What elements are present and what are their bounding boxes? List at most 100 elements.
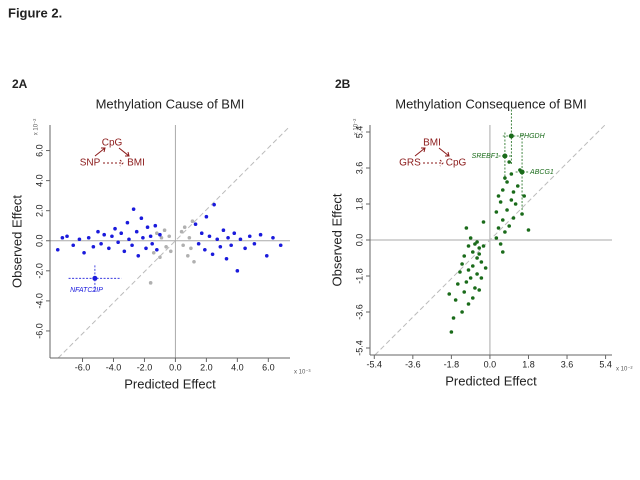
point <box>130 243 134 248</box>
point <box>196 241 201 246</box>
point <box>153 223 158 228</box>
point <box>199 231 204 236</box>
point <box>479 260 484 264</box>
point <box>145 225 150 230</box>
point <box>252 241 257 246</box>
point <box>247 234 252 239</box>
x-tick-label: -6.0 <box>75 362 91 372</box>
point <box>464 226 469 230</box>
point <box>215 237 220 242</box>
point <box>113 226 117 231</box>
point <box>179 229 184 234</box>
point <box>500 218 505 222</box>
point <box>86 235 91 240</box>
point <box>496 226 501 230</box>
chart-title: Methylation Consequence of BMI <box>395 96 587 111</box>
point <box>479 276 484 280</box>
diagonal <box>374 124 606 356</box>
diagram-arrow <box>438 147 450 157</box>
y-tick-label: -1.8 <box>354 268 364 284</box>
panel-label: 2B <box>335 77 351 91</box>
point <box>509 172 514 176</box>
point <box>507 160 512 164</box>
x-multiplier: x 10⁻² <box>616 367 633 373</box>
point <box>116 240 120 245</box>
point <box>158 232 162 237</box>
y-tick-label: -3.6 <box>354 304 364 320</box>
y-tick-label: -4.0 <box>34 293 44 309</box>
point <box>453 298 458 302</box>
point <box>190 219 195 224</box>
point <box>224 256 229 261</box>
point <box>162 228 167 233</box>
point <box>460 262 464 266</box>
point <box>82 250 86 255</box>
highlight-point <box>519 169 525 175</box>
point <box>134 229 139 234</box>
point <box>186 253 190 258</box>
point <box>456 282 460 286</box>
point <box>494 236 499 240</box>
point <box>462 290 467 294</box>
diagram-arrow <box>414 147 426 157</box>
point <box>159 235 164 240</box>
x-tick-label: 1.8 <box>522 359 535 369</box>
diagram-node: CpG <box>446 158 467 169</box>
point <box>473 286 477 290</box>
point <box>470 250 475 254</box>
y-tick-label: 1.8 <box>354 198 364 211</box>
point <box>515 184 520 188</box>
y-tick-label: 3.6 <box>354 162 364 175</box>
point <box>148 281 153 285</box>
x-tick-label: -5.4 <box>367 359 383 369</box>
point <box>243 246 247 251</box>
diagram-arrow <box>423 159 444 167</box>
point <box>204 214 209 219</box>
diagram-arrow <box>94 147 106 157</box>
diagram-node: GRS <box>399 158 421 169</box>
point <box>477 246 482 250</box>
diagram-arrow <box>118 147 130 157</box>
point <box>447 292 452 296</box>
point <box>127 237 131 242</box>
y-axis-label: Observed Effect <box>329 193 344 286</box>
point <box>148 234 153 239</box>
point <box>278 243 283 248</box>
point <box>158 255 162 260</box>
point <box>218 244 223 249</box>
x-tick-label: 0.0 <box>484 359 497 369</box>
point <box>238 237 243 242</box>
x-tick-label: -1.8 <box>444 359 460 369</box>
point <box>96 229 100 234</box>
point <box>187 235 192 240</box>
point <box>526 228 531 232</box>
x-tick-label: -3.6 <box>405 359 421 369</box>
point <box>470 264 475 268</box>
point <box>193 222 198 227</box>
point <box>144 246 148 251</box>
highlight-point <box>92 275 98 281</box>
point <box>55 247 60 252</box>
y-multiplier: x 10⁻² <box>34 119 40 136</box>
diagram-arrow <box>103 159 124 167</box>
x-multiplier: x 10⁻³ <box>294 370 311 376</box>
point <box>65 234 69 239</box>
point <box>464 280 469 284</box>
point <box>498 242 503 246</box>
point <box>520 212 524 216</box>
y-tick-label: 5.4 <box>354 126 364 139</box>
point <box>102 232 106 237</box>
point <box>522 194 526 198</box>
point <box>77 237 82 242</box>
y-tick-label: -5.4 <box>354 340 364 356</box>
point <box>507 224 512 228</box>
point <box>498 200 503 204</box>
point <box>151 250 156 255</box>
point <box>91 244 96 249</box>
point <box>155 231 159 236</box>
point <box>513 202 518 206</box>
point <box>494 210 499 214</box>
point <box>192 259 196 264</box>
highlight-point <box>508 133 514 139</box>
